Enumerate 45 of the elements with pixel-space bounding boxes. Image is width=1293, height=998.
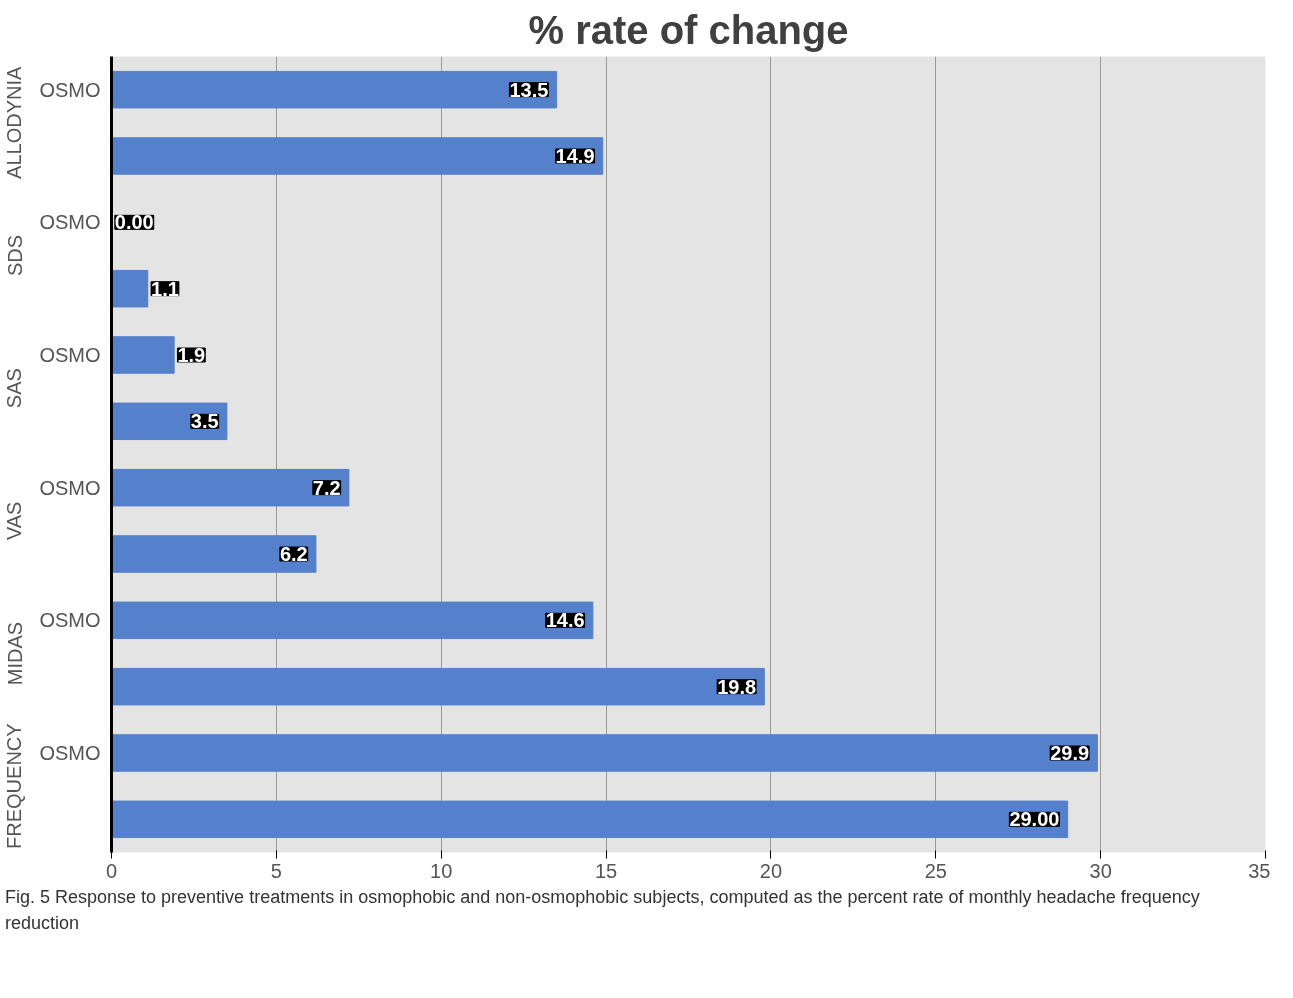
data-label: 3.5: [190, 410, 219, 433]
bar: [111, 535, 317, 573]
x-tick-label: 20: [759, 859, 783, 882]
text: MIDAS: [3, 621, 26, 686]
bar: [111, 734, 1098, 772]
data-label: 14.9: [555, 145, 595, 167]
data-label: 19.8: [717, 675, 757, 698]
text: VAS: [3, 501, 26, 541]
x-tick-label: 25: [924, 859, 947, 882]
data-label: 13.5: [509, 78, 549, 101]
caption: Fig. 5 Response to preventive treatments in osmophobic and non-osmophobic subjects, computed as the percent rate of monthly headache frequency reduction: [5, 886, 1201, 935]
data-label: 0.00: [114, 211, 154, 234]
bar: [111, 70, 558, 109]
bar: [111, 667, 765, 706]
data-label: 1.9: [177, 344, 206, 366]
y-tick-label: OSMO: [39, 476, 101, 499]
x-tick-label: 15: [594, 859, 618, 882]
bar: [111, 402, 228, 441]
data-label: 29.00: [1009, 808, 1060, 831]
bar: [111, 336, 175, 374]
bar: [111, 800, 1069, 839]
text: ALLODYNIA: [3, 66, 26, 179]
y-tick-label: OSMO: [39, 344, 101, 366]
y-tick-label: OSMO: [39, 609, 101, 632]
x-tick-label: 0: [105, 859, 118, 882]
y-tick-label: OSMO: [39, 742, 101, 764]
bar: [111, 137, 604, 175]
text: SAS: [3, 368, 26, 409]
data-label: 6.2: [279, 543, 308, 565]
x-tick-label: 10: [430, 859, 453, 882]
text: FREQUENCY: [3, 723, 26, 849]
data-label: 1.1: [151, 277, 179, 300]
chart-title: % rate of change: [528, 7, 849, 52]
x-tick-label: 35: [1248, 859, 1271, 882]
x-tick-label: 30: [1089, 859, 1112, 882]
bar: [111, 468, 350, 507]
data-label: 14.6: [545, 609, 585, 632]
data-label: 7.2: [312, 476, 341, 499]
data-label: 29.9: [1050, 742, 1090, 764]
text: SDS: [3, 234, 26, 277]
y-tick-label: OSMO: [39, 78, 101, 101]
bar: [111, 601, 594, 640]
bar: [111, 269, 149, 308]
y-tick-label: OSMO: [39, 211, 101, 234]
x-tick-label: 5: [270, 859, 282, 882]
